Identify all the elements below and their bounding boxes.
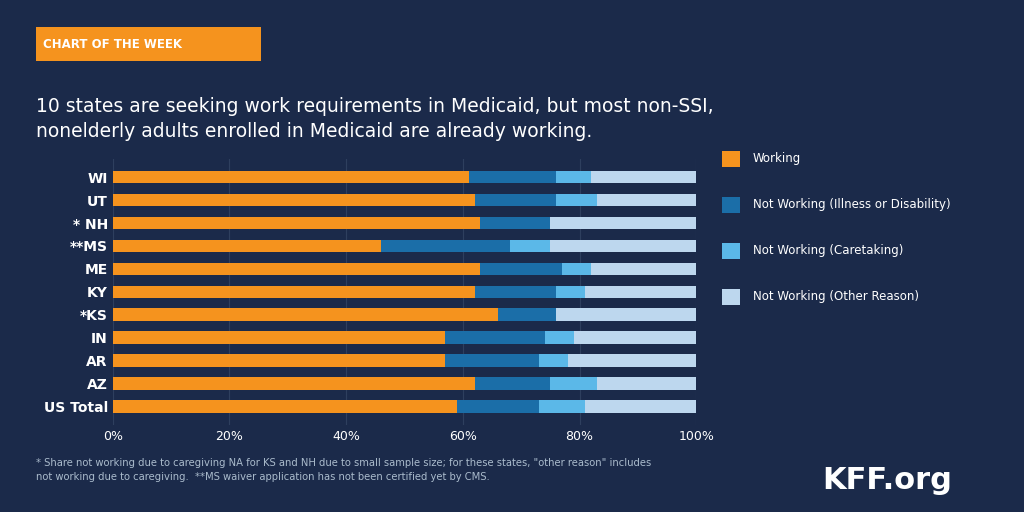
Bar (551, 377, 597, 390)
Bar (480, 217, 551, 229)
Bar (556, 286, 586, 298)
Text: CHART OF THE WEEK: CHART OF THE WEEK (43, 37, 182, 51)
Bar (113, 286, 474, 298)
Bar (445, 354, 539, 367)
Bar (469, 171, 556, 183)
Bar (539, 354, 568, 367)
Bar (113, 263, 480, 275)
Bar (113, 400, 457, 413)
Text: Not Working (Other Reason): Not Working (Other Reason) (753, 290, 919, 304)
Text: KFF.org: KFF.org (822, 466, 952, 495)
FancyBboxPatch shape (722, 151, 740, 167)
Text: Not Working (Caretaking): Not Working (Caretaking) (753, 244, 903, 258)
FancyBboxPatch shape (36, 27, 261, 61)
Bar (474, 377, 550, 390)
FancyBboxPatch shape (722, 289, 740, 305)
Bar (551, 240, 696, 252)
Bar (381, 240, 510, 252)
Text: * Share not working due to caregiving NA for KS and NH due to small sample size;: * Share not working due to caregiving NA… (36, 458, 651, 482)
Bar (113, 171, 469, 183)
Bar (597, 194, 696, 206)
Bar (498, 308, 556, 321)
Bar (573, 331, 696, 344)
Text: Not Working (Illness or Disability): Not Working (Illness or Disability) (753, 198, 950, 211)
Bar (568, 354, 696, 367)
Bar (113, 217, 480, 229)
Bar (445, 331, 545, 344)
Text: 10 states are seeking work requirements in Medicaid, but most non-SSI,
nonelderl: 10 states are seeking work requirements … (36, 97, 714, 141)
Bar (586, 400, 696, 413)
Bar (556, 308, 696, 321)
Bar (474, 286, 556, 298)
Bar (113, 308, 498, 321)
Bar (586, 286, 696, 298)
Bar (113, 331, 445, 344)
Bar (562, 263, 591, 275)
Bar (113, 240, 381, 252)
Bar (597, 377, 696, 390)
Bar (113, 377, 474, 390)
Bar (591, 263, 696, 275)
Bar (556, 171, 591, 183)
Bar (457, 400, 539, 413)
Bar (551, 217, 696, 229)
Bar (510, 240, 551, 252)
Bar (113, 194, 474, 206)
Bar (474, 194, 556, 206)
FancyBboxPatch shape (722, 243, 740, 259)
Bar (591, 171, 696, 183)
Bar (113, 354, 445, 367)
Bar (480, 263, 562, 275)
Bar (539, 400, 586, 413)
Text: Working: Working (753, 152, 801, 165)
Bar (556, 194, 597, 206)
Bar (545, 331, 573, 344)
FancyBboxPatch shape (722, 197, 740, 213)
